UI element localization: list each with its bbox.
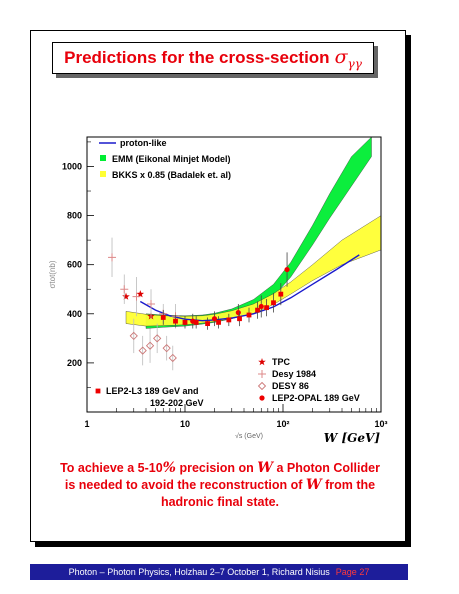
legend-label-l3-line1: LEP2-L3 189 GeV and (106, 386, 199, 396)
x-tick-label: 10³ (374, 419, 387, 429)
band-emm (145, 136, 372, 329)
y-tick-label: 400 (67, 309, 82, 319)
legend-label-cross: Desy 1984 (272, 369, 316, 379)
title-sigma: σ (334, 45, 348, 68)
band-bkks (125, 215, 382, 327)
data-point-cross (108, 253, 117, 262)
data-point-square (160, 315, 166, 320)
data-point-diamond (129, 331, 138, 341)
page-number: Page 27 (335, 567, 370, 577)
data-point-diamond (162, 344, 171, 353)
data-point-cross (120, 285, 129, 294)
legend-label-0: proton-like (120, 138, 167, 148)
data-point-diamond (168, 353, 177, 363)
data-point-square (246, 312, 252, 318)
legend-marker-star (258, 358, 266, 366)
slide-frame (30, 30, 406, 542)
data-point-cross (147, 299, 156, 308)
caption-percent: % (162, 460, 176, 476)
data-point-square (264, 305, 269, 311)
page-title: Predictions for the cross-section (64, 48, 330, 67)
caption-line2-a: is needed to avoid the reconstruction of (64, 478, 306, 492)
y-axis-label: σtot(nb) (48, 260, 57, 288)
caption: To achieve a 5-10% precision on W a Phot… (40, 460, 400, 511)
x-tick-label: 10² (276, 419, 289, 429)
caption-w2: W (305, 477, 322, 493)
data-point-square (193, 319, 199, 325)
caption-w1: W (257, 460, 273, 476)
data-point-diamond (138, 346, 147, 355)
data-point-circle (235, 309, 241, 316)
plot-frame (86, 136, 382, 413)
data-point-square (173, 318, 178, 324)
data-point-square (255, 307, 260, 313)
caption-line1-c: a Photon Collider (272, 461, 380, 475)
footer-bar: Photon – Photon Physics, Holzhau 2–7 Oct… (30, 564, 408, 580)
y-tick-label: 800 (67, 211, 82, 221)
data-point-circle (284, 266, 290, 273)
data-point-circle (258, 303, 264, 310)
series-line-proton-like (139, 254, 360, 322)
legend-marker-circle (259, 395, 265, 401)
data-point-square (216, 319, 221, 325)
legend-label-diamond: DESY 86 (272, 381, 309, 391)
legend-label-1: EMM (Eikonal Minjet Model) (112, 154, 231, 164)
data-point-diamond (145, 341, 155, 350)
legend-marker-cross (258, 370, 266, 378)
data-point-square (271, 300, 276, 306)
legend-marker-diamond (257, 381, 267, 391)
data-point-diamond (153, 334, 162, 343)
y-tick-label: 1000 (62, 161, 82, 171)
data-point-star (122, 292, 130, 300)
y-tick-label: 600 (67, 260, 82, 270)
cross-section-chart: 200 400 600 800 1000 1 10 10² 10³ √s (GeV) W [GeV]… (48, 136, 388, 445)
legend-swatch-2 (100, 171, 106, 177)
legend-label-circle: LEP2-OPAL 189 GeV (272, 393, 360, 403)
caption-line2-b: from the (321, 478, 376, 492)
data-point-star (136, 290, 145, 298)
caption-line3: hadronic final state. (160, 495, 280, 509)
legend-label-l3-line2: 192-202 GeV (150, 398, 204, 408)
caption-line1-a: To achieve a 5-10 (60, 461, 163, 475)
data-point-cross (132, 292, 141, 301)
legend-swatch-1 (100, 155, 106, 161)
data-point-square (205, 321, 210, 327)
legend-label-2: BKKS x 0.85 (Badalek et. al) (112, 170, 231, 180)
data-point-square (226, 317, 232, 323)
data-point-square (182, 319, 188, 325)
x-tick-label: 10 (180, 419, 190, 429)
legend-marker-l3 (95, 388, 101, 394)
y-tick-label: 200 (67, 358, 82, 368)
x-axis-label: √s (GeV) (235, 432, 263, 440)
title-symbol: σγγ (335, 46, 362, 71)
x-tick-label: 1 (84, 419, 89, 429)
data-point-circle (211, 316, 218, 322)
footer-text: Photon – Photon Physics, Holzhau 2–7 Oct… (68, 567, 330, 577)
title-box: Predictions for the cross-section σγγ (52, 42, 374, 74)
legend-label-star: TPC (272, 357, 291, 367)
data-point-square (237, 316, 242, 322)
x-axis-unit: W [GeV] (324, 431, 381, 445)
caption-line1-b: precision on (175, 461, 258, 475)
title-subscript: γγ (347, 56, 362, 71)
data-point-square (278, 291, 284, 297)
